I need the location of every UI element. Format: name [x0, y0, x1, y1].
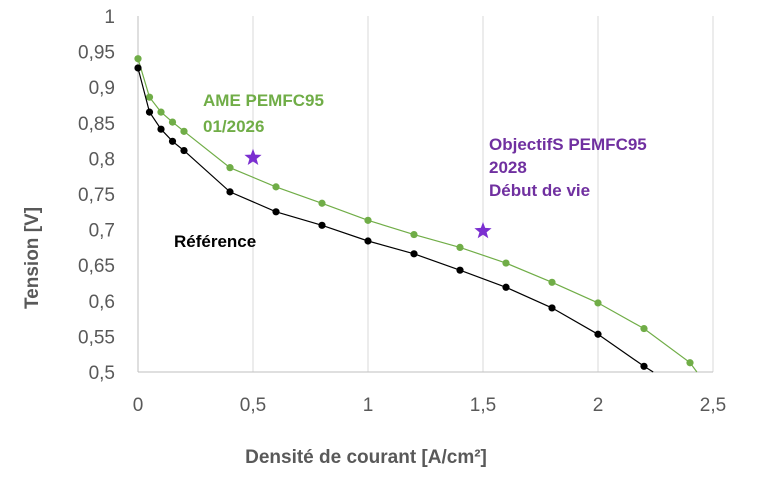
y-tick-label: 0,8 [89, 149, 115, 170]
y-tick-label: 0,95 [78, 43, 115, 64]
x-axis-title: Densité de courant [A/cm²] [245, 447, 487, 468]
y-tick-label: 0,65 [78, 256, 115, 277]
y-tick-label: 0,85 [78, 114, 115, 135]
target-star-marker [244, 148, 262, 165]
data-point-reference [180, 146, 188, 155]
data-point-reference [318, 221, 326, 229]
y-tick-label: 0,75 [78, 185, 115, 206]
series-line-reference [137, 67, 654, 373]
data-point-reference [640, 362, 648, 370]
objective-label-line3: Début de vie [489, 181, 590, 200]
x-tick-label: 1,5 [470, 395, 496, 416]
data-point-ame [502, 259, 510, 267]
target-stars [244, 148, 492, 239]
y-axis-ticks: 0,5 0,55 0,6 0,65 0,7 0,75 0,8 0,85 0,9 0,95 1 [78, 7, 115, 384]
data-point-ame [318, 199, 326, 207]
x-tick-label: 2 [593, 395, 604, 416]
target-star-marker [474, 222, 492, 239]
x-tick-label: 0,5 [240, 395, 266, 416]
x-tick-label: 2,5 [700, 395, 726, 416]
grid [137, 16, 714, 373]
data-point-reference [168, 137, 177, 145]
data-point-reference [226, 188, 234, 196]
x-tick-label: 1 [363, 395, 374, 416]
y-tick-label: 0,9 [89, 78, 115, 99]
x-tick-label: 0 [133, 395, 144, 416]
series-group [134, 55, 698, 373]
data-point-ame [548, 278, 556, 286]
y-tick-label: 0,6 [89, 292, 115, 313]
y-tick-label: 0,5 [89, 363, 115, 384]
data-point-ame [180, 127, 188, 135]
y-tick-label: 1 [104, 7, 115, 28]
data-point-ame [145, 93, 154, 101]
data-point-reference [145, 108, 154, 116]
y-tick-label: 0,7 [89, 221, 115, 242]
data-point-ame [410, 230, 418, 239]
objective-label-line1: ObjectifS PEMFC95 [489, 135, 647, 154]
data-point-reference [272, 208, 280, 216]
y-tick-label: 0,55 [78, 327, 115, 348]
data-point-ame [456, 243, 464, 251]
data-point-ame [364, 216, 372, 224]
data-point-reference [502, 283, 510, 291]
data-point-ame [272, 183, 280, 191]
data-point-reference [364, 237, 372, 245]
reference-label: Référence [174, 232, 256, 251]
data-point-ame [168, 118, 177, 126]
data-point-ame [686, 359, 694, 367]
data-point-reference [594, 330, 602, 338]
data-point-ame [594, 299, 602, 307]
ame-label-line2: 01/2026 [203, 117, 264, 136]
data-point-ame [134, 55, 142, 63]
data-point-reference [157, 125, 165, 133]
y-axis-title: Tension [V] [22, 207, 43, 309]
data-point-reference [456, 266, 464, 274]
x-axis-ticks: 0 0,5 1 1,5 2 2,5 [133, 395, 727, 416]
data-point-ame [157, 108, 165, 116]
data-point-reference [134, 64, 142, 72]
data-point-ame [640, 324, 648, 333]
data-point-reference [410, 250, 418, 258]
objective-label-line2: 2028 [489, 158, 527, 177]
data-point-ame [226, 164, 234, 172]
data-point-reference [548, 304, 556, 312]
ame-label-line1: AME PEMFC95 [203, 91, 324, 110]
